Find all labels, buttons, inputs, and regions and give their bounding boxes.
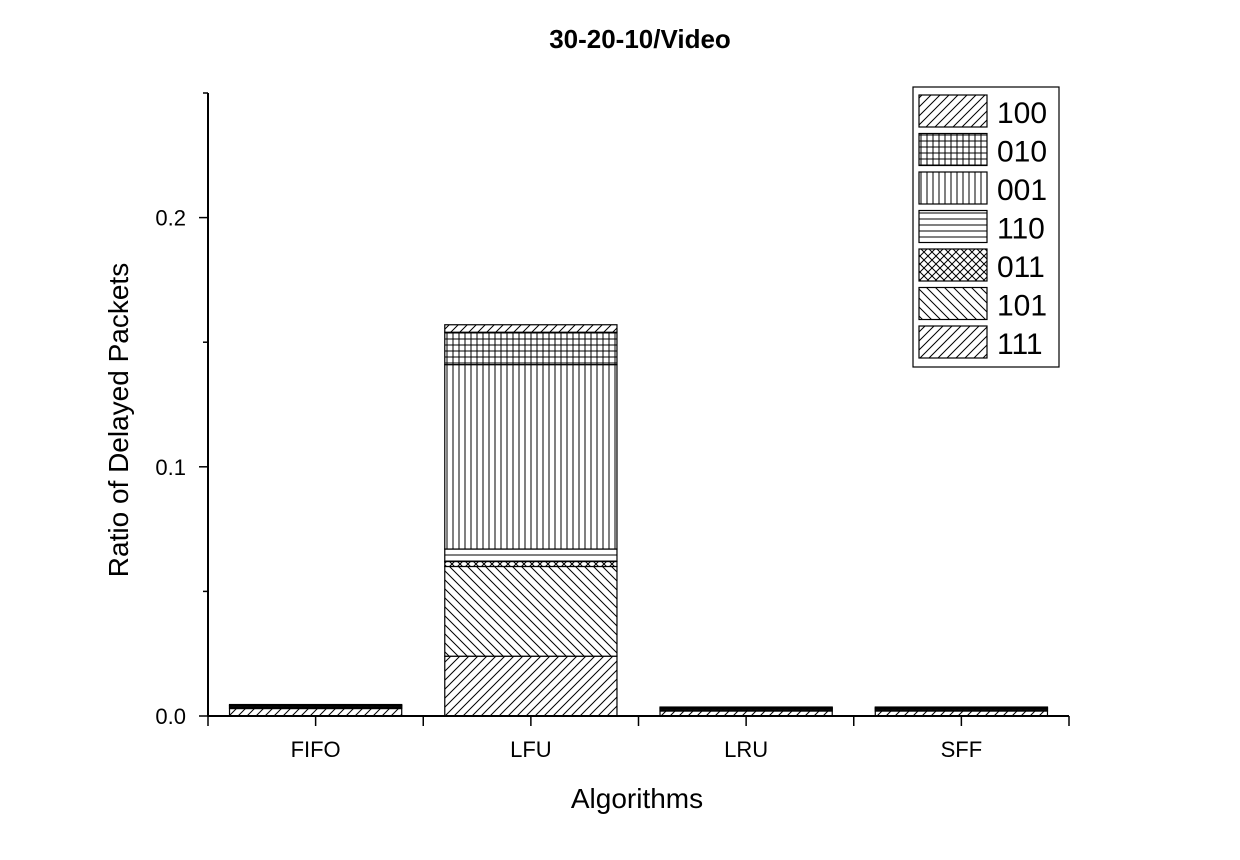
bar-segment-fifo-111 [228,707,403,717]
bar-segment-lfu-001 [444,364,618,550]
legend-label-011: 011 [997,251,1045,284]
legend-swatch-110 [918,209,988,244]
bar-segment-lfu-110 [444,548,618,563]
bar-segment-lfu-010 [444,331,618,366]
y-tick-label: 0.1 [155,455,186,480]
bar-segment-sff-100 [874,706,1049,709]
x-tick-label-sff: SFF [941,737,983,762]
legend-label-110: 110 [997,213,1045,246]
x-axis-label: Algorithms [571,783,703,814]
bar-segment-lfu-101 [444,565,618,657]
y-tick-label: 0.2 [155,206,186,231]
legend-swatch-011 [918,248,988,282]
chart-title: 30-20-10/Video [549,24,731,54]
legend-label-001: 001 [997,174,1047,207]
axes-group: 0.0 0.1 0.2 FIFO LFU LRU SFF [155,92,1070,762]
legend-swatch-111 [918,325,988,359]
y-tick-label: 0.0 [155,704,186,729]
x-tick-label-lfu: LFU [510,737,552,762]
legend-swatch-100 [918,94,988,128]
bars-group [228,324,1049,717]
legend: 100 010 001 110 011 101 111 [912,86,1060,368]
legend-label-010: 010 [997,136,1047,169]
y-axis-label: Ratio of Delayed Packets [103,263,134,577]
legend-swatch-001 [918,171,988,205]
legend-swatch-010 [918,132,988,167]
bar-segment-lfu-011 [444,560,618,568]
bar-segment-lru-100 [659,706,833,709]
bar-segment-fifo-100 [228,703,403,706]
x-tick-label-lru: LRU [724,737,768,762]
bar-segment-lfu-111 [444,655,618,717]
legend-label-111: 111 [997,328,1043,361]
legend-swatch-101 [918,286,988,321]
legend-label-101: 101 [997,290,1047,323]
legend-label-100: 100 [997,97,1047,130]
bar-segment-lfu-100 [444,324,618,333]
x-tick-label-fifo: FIFO [291,737,341,762]
